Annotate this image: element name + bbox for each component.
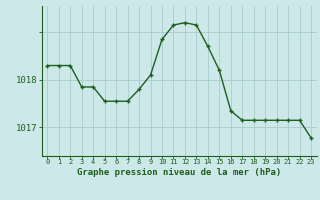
X-axis label: Graphe pression niveau de la mer (hPa): Graphe pression niveau de la mer (hPa) (77, 168, 281, 177)
